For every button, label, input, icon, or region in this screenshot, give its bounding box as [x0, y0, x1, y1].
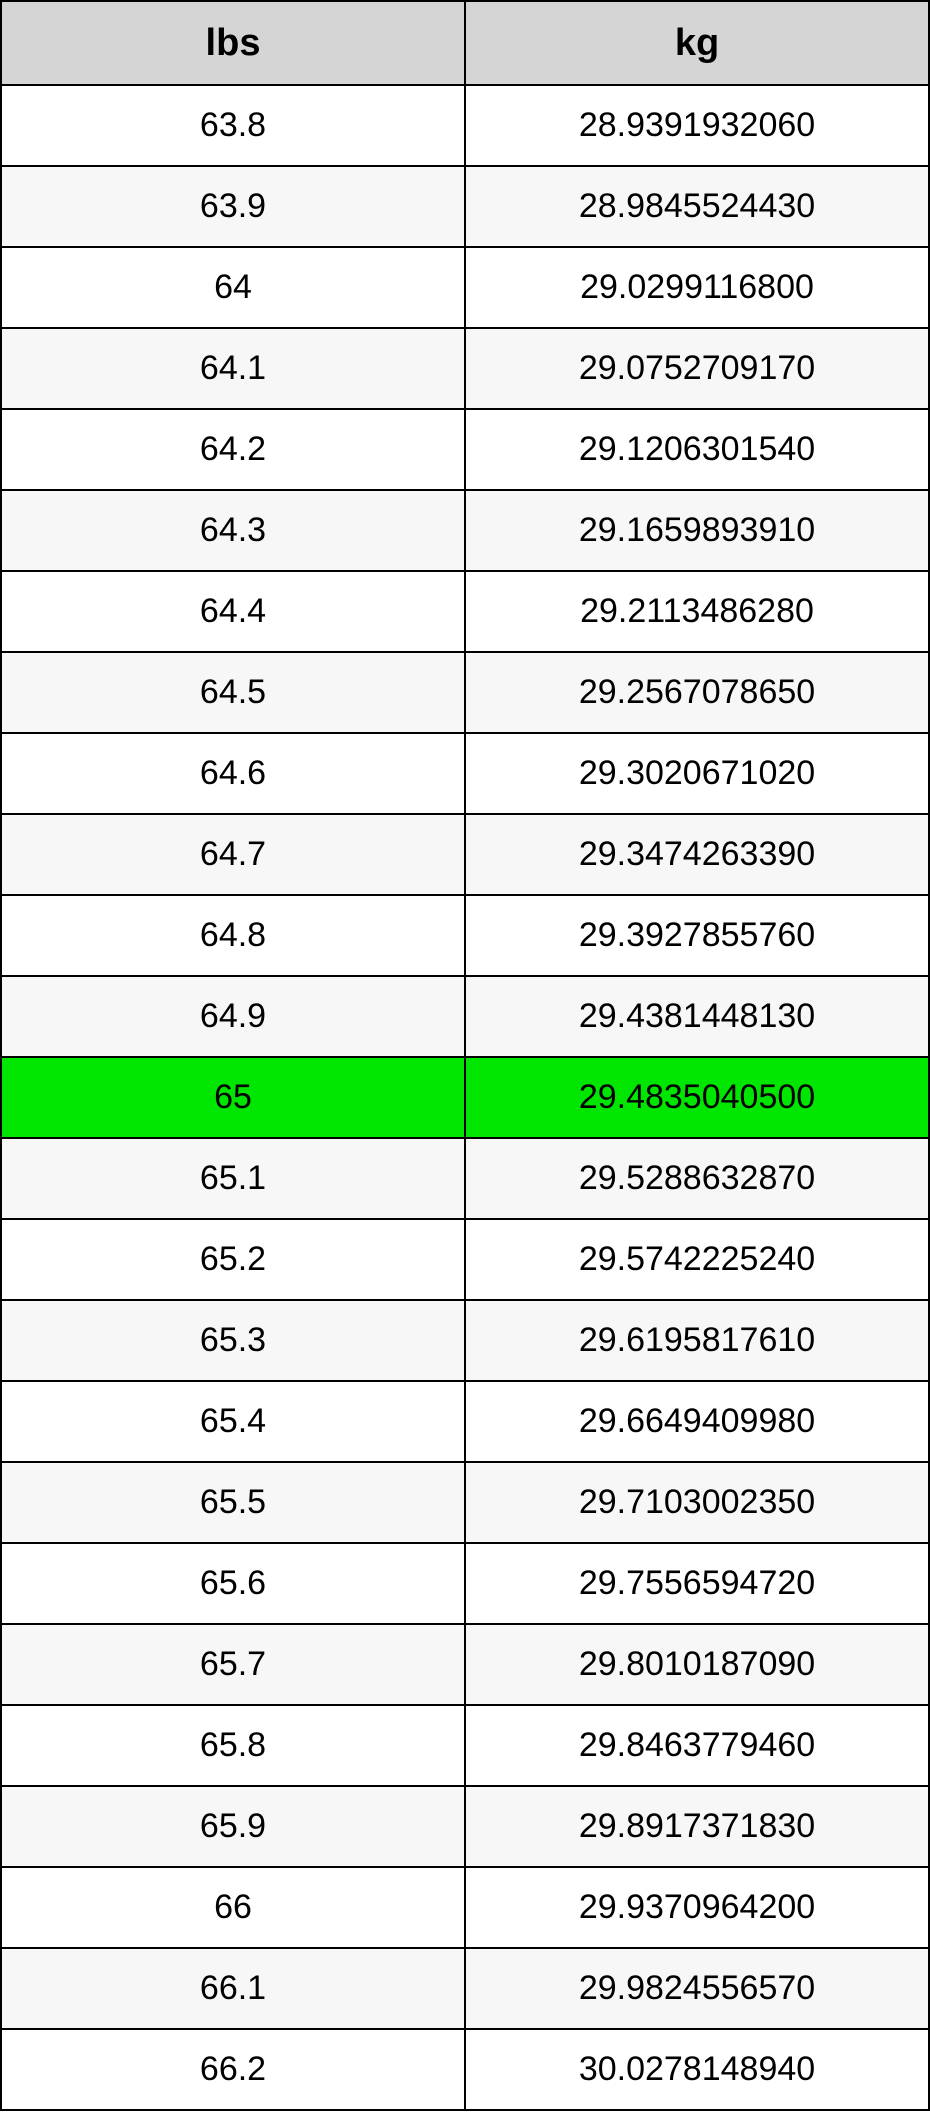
cell-lbs: 65.5 [1, 1462, 465, 1543]
table-body: 63.828.939193206063.928.98455244306429.0… [1, 85, 929, 2110]
table-row: 65.629.7556594720 [1, 1543, 929, 1624]
table-row: 64.629.3020671020 [1, 733, 929, 814]
cell-kg: 29.7103002350 [465, 1462, 929, 1543]
cell-lbs: 65.8 [1, 1705, 465, 1786]
cell-kg: 29.8010187090 [465, 1624, 929, 1705]
table-row: 6429.0299116800 [1, 247, 929, 328]
table-row: 63.928.9845524430 [1, 166, 929, 247]
table-row: 64.829.3927855760 [1, 895, 929, 976]
cell-lbs: 64.7 [1, 814, 465, 895]
cell-kg: 29.2113486280 [465, 571, 929, 652]
table-row: 65.729.8010187090 [1, 1624, 929, 1705]
cell-kg: 29.5742225240 [465, 1219, 929, 1300]
table-row: 66.230.0278148940 [1, 2029, 929, 2110]
cell-kg: 29.6649409980 [465, 1381, 929, 1462]
cell-kg: 29.8917371830 [465, 1786, 929, 1867]
table-row: 65.929.8917371830 [1, 1786, 929, 1867]
table-row: 64.929.4381448130 [1, 976, 929, 1057]
cell-kg: 29.3474263390 [465, 814, 929, 895]
cell-lbs: 64.5 [1, 652, 465, 733]
cell-lbs: 65.3 [1, 1300, 465, 1381]
table-row: 64.529.2567078650 [1, 652, 929, 733]
cell-lbs: 65.9 [1, 1786, 465, 1867]
cell-kg: 29.8463779460 [465, 1705, 929, 1786]
column-header-lbs: lbs [1, 1, 465, 85]
cell-kg: 28.9391932060 [465, 85, 929, 166]
table-row: 65.529.7103002350 [1, 1462, 929, 1543]
table-row: 66.129.9824556570 [1, 1948, 929, 2029]
cell-lbs: 65.2 [1, 1219, 465, 1300]
cell-lbs: 64.8 [1, 895, 465, 976]
table-row: 64.129.0752709170 [1, 328, 929, 409]
cell-lbs: 65.1 [1, 1138, 465, 1219]
cell-kg: 29.7556594720 [465, 1543, 929, 1624]
cell-kg: 29.5288632870 [465, 1138, 929, 1219]
cell-lbs: 66.1 [1, 1948, 465, 2029]
table-row: 64.329.1659893910 [1, 490, 929, 571]
cell-kg: 29.0752709170 [465, 328, 929, 409]
cell-lbs: 64.4 [1, 571, 465, 652]
table-row: 64.229.1206301540 [1, 409, 929, 490]
conversion-table: lbs kg 63.828.939193206063.928.984552443… [0, 0, 930, 2111]
cell-lbs: 66 [1, 1867, 465, 1948]
cell-kg: 28.9845524430 [465, 166, 929, 247]
table-row: 6629.9370964200 [1, 1867, 929, 1948]
table-header: lbs kg [1, 1, 929, 85]
cell-lbs: 66.2 [1, 2029, 465, 2110]
table-row: 65.429.6649409980 [1, 1381, 929, 1462]
cell-kg: 29.3927855760 [465, 895, 929, 976]
cell-kg: 29.2567078650 [465, 652, 929, 733]
cell-kg: 29.3020671020 [465, 733, 929, 814]
cell-lbs: 65.7 [1, 1624, 465, 1705]
cell-kg: 29.9824556570 [465, 1948, 929, 2029]
cell-lbs: 64.3 [1, 490, 465, 571]
table-row: 65.829.8463779460 [1, 1705, 929, 1786]
cell-lbs: 63.9 [1, 166, 465, 247]
table-row: 6529.4835040500 [1, 1057, 929, 1138]
cell-kg: 29.1659893910 [465, 490, 929, 571]
header-row: lbs kg [1, 1, 929, 85]
cell-lbs: 64.1 [1, 328, 465, 409]
cell-kg: 29.9370964200 [465, 1867, 929, 1948]
cell-lbs: 65.6 [1, 1543, 465, 1624]
cell-kg: 29.0299116800 [465, 247, 929, 328]
table-row: 65.329.6195817610 [1, 1300, 929, 1381]
cell-lbs: 64.2 [1, 409, 465, 490]
cell-lbs: 64 [1, 247, 465, 328]
table-row: 65.129.5288632870 [1, 1138, 929, 1219]
table-row: 65.229.5742225240 [1, 1219, 929, 1300]
cell-kg: 29.6195817610 [465, 1300, 929, 1381]
column-header-kg: kg [465, 1, 929, 85]
cell-lbs: 65 [1, 1057, 465, 1138]
cell-lbs: 65.4 [1, 1381, 465, 1462]
cell-lbs: 63.8 [1, 85, 465, 166]
table-row: 63.828.9391932060 [1, 85, 929, 166]
cell-kg: 29.1206301540 [465, 409, 929, 490]
cell-kg: 30.0278148940 [465, 2029, 929, 2110]
cell-kg: 29.4835040500 [465, 1057, 929, 1138]
cell-lbs: 64.6 [1, 733, 465, 814]
table-row: 64.729.3474263390 [1, 814, 929, 895]
cell-lbs: 64.9 [1, 976, 465, 1057]
table-row: 64.429.2113486280 [1, 571, 929, 652]
cell-kg: 29.4381448130 [465, 976, 929, 1057]
